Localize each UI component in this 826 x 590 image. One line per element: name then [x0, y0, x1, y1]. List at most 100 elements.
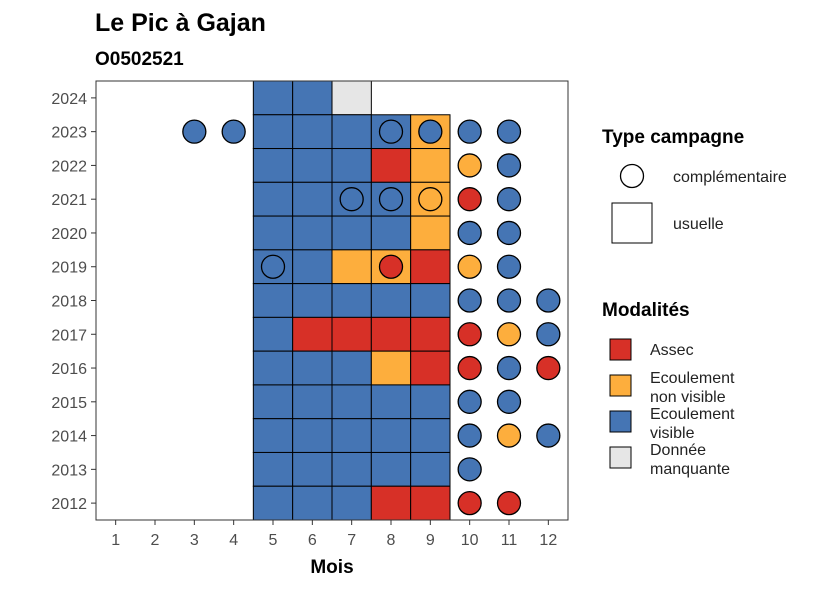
point-2018-11	[496, 288, 522, 313]
point-2021-9	[418, 187, 443, 212]
point-2017-12	[536, 322, 561, 347]
tile-2022-9	[410, 148, 451, 183]
tile-2016-7	[331, 350, 372, 386]
point-2019-10	[457, 254, 482, 279]
point-2012-10	[457, 490, 482, 516]
tile-2016-5	[252, 350, 294, 386]
x-tick-label: 7	[347, 532, 356, 549]
point-2017-11	[496, 322, 522, 347]
point-2012-11	[496, 490, 522, 516]
y-tick-label: 2022	[51, 158, 87, 175]
tile-2013-5	[252, 451, 294, 487]
point-2021-10	[457, 187, 482, 212]
tile-2017-5	[252, 316, 294, 352]
tile-2015-5	[252, 384, 294, 420]
tile-2016-6	[292, 350, 333, 386]
tile-2015-9	[410, 384, 451, 420]
tile-2013-9	[410, 451, 451, 487]
legend-fill-swatch	[609, 374, 632, 397]
x-tick-label: 1	[111, 532, 120, 549]
point-2021-7	[339, 187, 364, 212]
x-tick-label: 11	[501, 532, 518, 549]
y-tick-label: 2021	[51, 192, 87, 209]
point-2020-11	[496, 220, 522, 246]
tile-2022-6	[292, 148, 333, 183]
point-2016-12	[536, 355, 561, 381]
tile-2018-9	[410, 283, 451, 318]
circles-layer	[182, 119, 561, 516]
legend-shape-label: usuelle	[673, 216, 724, 233]
point-2018-12	[536, 288, 561, 313]
point-2023-4	[221, 119, 246, 144]
tile-2018-5	[252, 283, 294, 318]
tile-2013-8	[370, 451, 412, 487]
tile-2016-8	[370, 350, 412, 386]
point-2023-11	[496, 119, 522, 144]
legend-circle-key	[619, 163, 645, 189]
tile-2012-9	[410, 485, 451, 521]
y-tick-label: 2018	[51, 294, 87, 311]
tile-2013-7	[331, 451, 372, 487]
y-tick-label: 2024	[51, 91, 87, 108]
tile-2022-8	[370, 148, 412, 183]
point-2013-10	[457, 457, 482, 482]
legend-fill-label: manquante	[650, 461, 730, 478]
point-2016-11	[496, 355, 522, 381]
tile-2020-6	[292, 215, 333, 251]
tile-2015-6	[292, 384, 333, 420]
tile-2019-6	[292, 249, 333, 285]
point-2021-8	[378, 187, 404, 212]
y-tick-label: 2015	[51, 395, 87, 412]
tile-2022-7	[331, 148, 372, 183]
legend-fill-swatch	[609, 446, 632, 469]
tile-2012-7	[331, 485, 372, 521]
tile-2015-7	[331, 384, 372, 420]
point-2018-10	[457, 288, 482, 313]
tile-2017-7	[331, 316, 372, 352]
point-2014-12	[536, 423, 561, 448]
tile-2023-5	[252, 114, 294, 150]
point-2021-11	[496, 187, 522, 212]
tile-2013-6	[292, 451, 333, 487]
x-tick-label: 10	[461, 532, 479, 549]
tile-2012-8	[370, 485, 412, 521]
tile-2020-8	[370, 215, 412, 251]
tile-2021-6	[292, 181, 333, 217]
tile-2012-5	[252, 485, 294, 521]
point-2019-5	[260, 254, 286, 279]
tiles-layer	[252, 80, 451, 521]
x-tick-label: 8	[387, 532, 396, 549]
tile-2014-7	[331, 418, 372, 453]
x-tick-label: 3	[190, 532, 199, 549]
x-tick-label: 2	[151, 532, 160, 549]
legend-square-key	[611, 202, 653, 244]
point-2023-3	[182, 119, 207, 144]
tile-2012-6	[292, 485, 333, 521]
tile-2017-6	[292, 316, 333, 352]
tile-2018-8	[370, 283, 412, 318]
point-2019-11	[496, 254, 522, 279]
tile-2023-6	[292, 114, 333, 150]
legend-fill-label: Donnée	[650, 442, 706, 459]
legend-fill-label: non visible	[650, 389, 726, 406]
tile-2024-5	[252, 80, 294, 116]
y-tick-label: 2020	[51, 226, 87, 243]
legend-fill-label: Ecoulement	[650, 406, 735, 423]
y-tick-label: 2017	[51, 327, 87, 344]
point-2015-10	[457, 389, 482, 414]
point-2017-10	[457, 322, 482, 347]
tile-2014-5	[252, 418, 294, 453]
legend-fill-title: Modalités	[602, 300, 690, 321]
tile-2024-6	[292, 80, 333, 116]
y-tick-label: 2013	[51, 462, 87, 479]
tile-2019-7	[331, 249, 372, 285]
point-2014-10	[457, 423, 482, 448]
tile-2015-8	[370, 384, 412, 420]
tile-2018-7	[331, 283, 372, 318]
tile-2018-6	[292, 283, 333, 318]
y-tick-label: 2023	[51, 125, 87, 142]
axes-layer: 1 2 3 4 5 6 7 8 9 10 11 122012201320142015201620172…	[51, 91, 557, 549]
tile-2017-9	[410, 316, 451, 352]
legend-fill-swatch	[609, 338, 632, 361]
y-tick-label: 2019	[51, 260, 87, 277]
